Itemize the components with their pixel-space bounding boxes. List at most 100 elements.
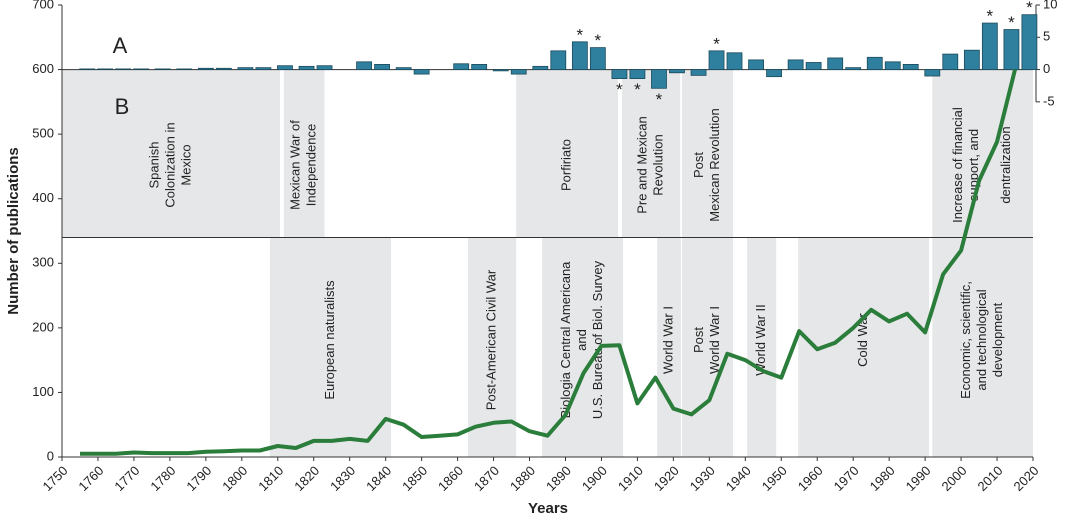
bar	[571, 41, 588, 70]
significance-marker: *	[1008, 13, 1015, 32]
bar	[981, 22, 998, 70]
period-label: U.S. Bureau of Biol. Survey	[590, 260, 605, 419]
period-band	[516, 69, 618, 238]
x-tick-label: 1990	[903, 463, 934, 494]
x-tick-label: 1820	[291, 463, 322, 494]
bar	[924, 69, 941, 77]
significance-marker: *	[987, 7, 994, 26]
significance-marker: *	[634, 80, 641, 99]
bar	[154, 68, 171, 70]
period-label: Porfiriato	[559, 139, 574, 191]
period-label: Biologia Central Americana	[558, 261, 573, 419]
bar	[471, 64, 488, 70]
x-tick-label: 1750	[39, 463, 70, 494]
y-tick-label: 400	[32, 190, 54, 205]
x-tick-label: 1790	[183, 463, 214, 494]
bar	[453, 63, 470, 70]
bar	[884, 61, 901, 70]
period-band	[62, 69, 280, 238]
bar	[532, 65, 549, 70]
x-tick-label: 1800	[219, 463, 250, 494]
period-layer	[62, 69, 1033, 457]
bar	[197, 67, 214, 70]
bar	[726, 52, 743, 70]
bar	[215, 67, 232, 70]
x-tick-label: 2000	[939, 463, 970, 494]
bar	[963, 49, 980, 70]
bar	[1021, 14, 1038, 70]
period-label: Cold War	[855, 312, 870, 366]
bar	[787, 59, 804, 70]
x-tick-label: 1940	[723, 463, 754, 494]
bar	[97, 68, 114, 70]
bar	[492, 69, 509, 72]
significance-marker: *	[656, 90, 663, 109]
period-band	[682, 237, 734, 457]
period-label: dentralization	[998, 126, 1013, 203]
x-tick-label: 1910	[615, 463, 646, 494]
bar	[374, 64, 390, 70]
period-label: Colonization in	[162, 122, 177, 207]
period-label: World War I	[707, 306, 722, 374]
period-band	[682, 69, 734, 238]
period-label: World War I	[660, 306, 675, 374]
bar	[316, 65, 333, 70]
bar	[866, 56, 883, 70]
y2-tick-label: 10	[1043, 0, 1057, 11]
period-label: Spanish	[146, 142, 161, 189]
period-label: and	[574, 329, 589, 351]
bar	[255, 67, 272, 70]
bar	[845, 67, 862, 70]
x-tick-label: 1970	[831, 463, 862, 494]
bar	[115, 68, 132, 70]
period-band	[932, 69, 1033, 238]
bar	[629, 69, 646, 80]
bar	[611, 69, 628, 80]
significance-marker: *	[577, 25, 584, 44]
period-label: Mexico	[178, 144, 193, 185]
period-label: Post-American Civil War	[484, 269, 499, 410]
bar	[942, 53, 959, 70]
x-tick-label: 1880	[507, 463, 538, 494]
y2-tick-label: 5	[1043, 29, 1050, 44]
x-tick-label: 1860	[435, 463, 466, 494]
bar	[827, 57, 844, 70]
x-tick-label: 1830	[327, 463, 358, 494]
bar	[748, 59, 764, 70]
x-tick-label: 1760	[75, 463, 106, 494]
y-tick-label: 200	[32, 319, 54, 334]
period-label: European naturalists	[322, 280, 337, 400]
bar	[298, 65, 315, 70]
y-tick-label: 300	[32, 255, 54, 270]
period-label: Post	[691, 152, 706, 178]
period-label: Mexican War of	[288, 120, 303, 210]
period-label: Mexican Revolution	[707, 108, 722, 221]
bar	[902, 64, 919, 70]
bar	[805, 62, 822, 70]
y-axis-title: Number of publications	[5, 147, 22, 315]
x-tick-label: 1920	[651, 463, 682, 494]
x-tick-label: 1930	[687, 463, 718, 494]
bar	[277, 65, 293, 70]
period-band	[269, 237, 392, 457]
bar	[1003, 29, 1020, 70]
bar	[79, 68, 96, 70]
bar	[669, 69, 685, 74]
period-band	[621, 69, 681, 238]
x-tick-label: 1870	[471, 463, 502, 494]
period-label: Increase of financial	[950, 107, 965, 223]
y-tick-label: 700	[32, 0, 54, 11]
y-tick-label: 500	[32, 126, 54, 141]
significance-marker: *	[616, 80, 623, 99]
x-tick-label: 1960	[795, 463, 826, 494]
x-tick-label: 1770	[111, 463, 142, 494]
bar	[395, 67, 412, 70]
bar	[356, 61, 372, 70]
panel-label: A	[113, 33, 128, 58]
period-label: Independence	[304, 124, 319, 206]
bar	[176, 68, 193, 70]
bar	[690, 69, 707, 76]
period-label: support, and	[966, 129, 981, 201]
significance-marker: *	[595, 31, 602, 50]
